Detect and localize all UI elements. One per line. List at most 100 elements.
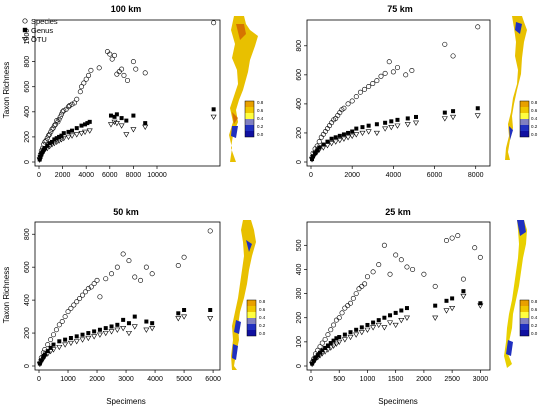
point-otu [359,130,366,137]
point-genus [414,114,418,119]
y-tick-label: 600 [24,81,31,93]
point-species [58,111,64,117]
plot-frame [306,19,491,167]
point-species [143,264,149,270]
point-otu [365,129,372,135]
point-genus [39,152,44,157]
point-species [328,327,334,333]
chart-title: 50 km [113,207,139,217]
plot-frame [34,19,221,167]
point-otu [449,305,456,312]
point-otu [149,326,156,332]
point-species [345,303,351,309]
point-otu [460,293,467,300]
point-species [381,242,387,248]
point-genus [42,146,47,151]
y-tick-label: 400 [24,294,31,306]
point-otu [336,138,343,144]
point-genus [87,119,92,124]
point-otu [125,330,132,337]
point-genus [114,112,119,117]
point-otu [40,356,47,362]
x-tick-label: 1000 [60,376,76,383]
x-tick-label: 6000 [205,376,221,383]
chart-title: 25 km [385,207,411,217]
point-otu [316,147,323,153]
colorbar-tick: 0.2 [259,323,266,328]
point-species [366,83,372,89]
point-otu [65,134,72,141]
point-species [398,257,404,263]
point-species [56,322,62,328]
point-genus [144,319,149,324]
point-otu [131,324,138,330]
point-genus [85,121,90,126]
panel-75km: 75 km 0.8 0.6 0.4 0.2 0.0 0 2000 4000 6000 8… [296,4,538,179]
point-species [67,103,73,109]
point-otu [388,125,395,131]
colorbar-tick: 0.8 [259,299,266,304]
x-tick-label: 1500 [388,376,404,383]
point-otu [314,355,321,361]
x-tick-label: 3000 [473,376,489,383]
point-species [49,126,55,132]
point-species [370,81,376,87]
point-genus [317,145,322,150]
point-genus [37,157,42,162]
point-species [51,332,57,338]
point-otu [69,133,76,139]
point-species [53,327,59,333]
colorbar-tick: 0.0 [257,132,264,137]
point-species [116,69,122,75]
colorbar-tick: 0.8 [531,299,538,304]
y-tick-label: 800 [24,56,31,68]
point-species [455,233,461,239]
colorbar: 0.8 0.6 0.4 0.2 0.0 [519,299,538,337]
point-otu [312,357,319,363]
point-species [477,254,483,260]
point-genus [399,308,404,313]
point-genus [38,154,43,159]
colorbar-tick: 0.2 [531,323,538,328]
point-genus [354,126,359,131]
point-genus [109,324,114,329]
point-species [409,67,415,73]
point-genus [48,345,53,350]
point-genus [132,314,137,319]
point-species [62,314,68,320]
point-species [475,24,481,30]
y-tick-label: 0 [296,160,303,164]
point-otu [333,341,340,347]
point-species [59,319,65,325]
point-otu [441,116,448,122]
point-otu [345,135,352,141]
point-genus [376,318,381,323]
point-species [88,67,94,73]
point-species [394,65,400,71]
point-species [382,70,388,76]
point-otu [412,120,420,126]
point-species [362,281,368,287]
point-otu [317,353,324,359]
point-species [443,237,449,243]
point-genus [371,320,376,325]
plot-frame [306,221,491,371]
point-genus [365,322,370,327]
y-tick-label: 0 [24,364,31,368]
y-tick-label: 0 [24,160,31,164]
legend: Species Genus OTU [21,17,58,44]
point-species [125,77,131,83]
point-otu [324,143,331,149]
point-species [349,98,355,104]
point-genus [39,358,44,363]
point-genus [112,114,117,119]
x-tick-label: 0 [37,376,41,383]
point-otu [73,339,80,345]
point-genus [366,123,371,128]
x-tick-label: 4000 [147,376,163,383]
point-otu [340,136,347,142]
point-otu [56,344,63,351]
point-species [207,228,213,234]
point-genus [360,125,365,130]
point-genus [115,322,120,327]
